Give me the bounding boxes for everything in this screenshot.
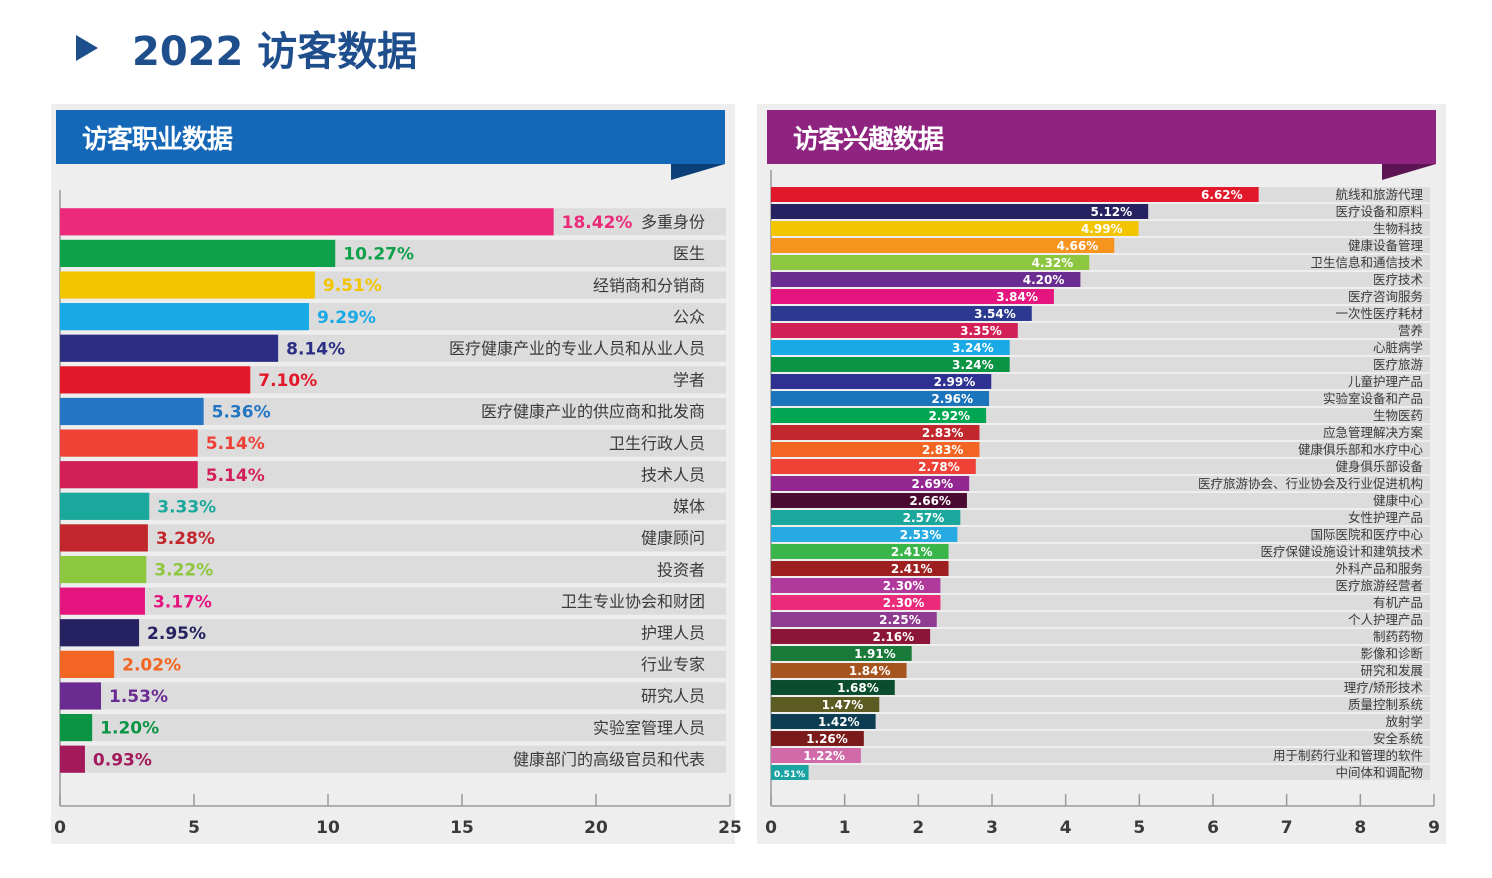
page-title: 2022 访客数据 bbox=[72, 18, 417, 78]
interest-panel-header: 访客兴趣数据 bbox=[767, 110, 1436, 180]
header-fold-decoration bbox=[671, 164, 725, 180]
occupation-panel-header: 访客职业数据 bbox=[56, 110, 725, 180]
arrow-bullet-icon bbox=[76, 35, 98, 61]
occupation-chart-title: 访客职业数据 bbox=[82, 124, 233, 155]
interest-panel: 访客兴趣数据 bbox=[757, 104, 1446, 844]
interest-chart-title: 访客兴趣数据 bbox=[793, 124, 944, 155]
page-title-text: 2022 访客数据 bbox=[132, 29, 418, 75]
occupation-panel: 访客职业数据 bbox=[51, 104, 735, 844]
header-fold-decoration bbox=[1382, 164, 1436, 180]
